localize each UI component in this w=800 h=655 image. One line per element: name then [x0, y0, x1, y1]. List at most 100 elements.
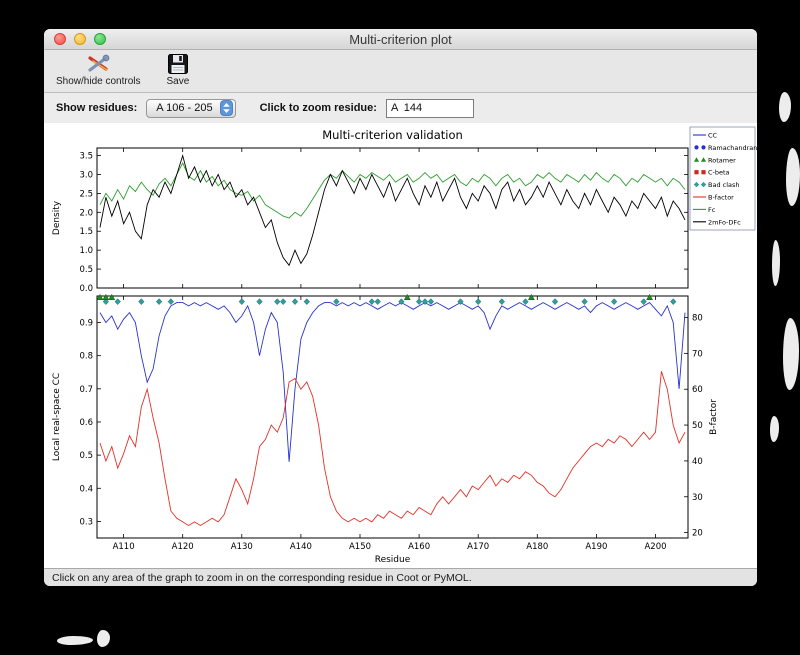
svg-text:0.6: 0.6 [79, 418, 93, 428]
zoom-residue-input[interactable] [385, 98, 474, 118]
svg-text:A180: A180 [526, 542, 548, 552]
rotamer-marker [403, 293, 411, 300]
svg-text:Bad clash: Bad clash [708, 181, 740, 189]
screen-artifact [786, 148, 800, 206]
status-bar: Click on any area of the graph to zoom i… [44, 568, 757, 586]
legend: CC Ramachandran Rotamer C-beta Bad clash B-fa… [689, 126, 757, 231]
svg-text:20: 20 [692, 529, 703, 539]
svg-text:1.5: 1.5 [79, 227, 93, 237]
svg-text:A150: A150 [349, 542, 371, 552]
svg-text:A110: A110 [113, 542, 135, 552]
screen-artifact [783, 318, 799, 390]
save-icon [167, 54, 188, 74]
svg-text:0.8: 0.8 [79, 352, 93, 362]
svg-text:2.0: 2.0 [79, 208, 93, 218]
show-hide-controls-label: Show/hide controls [56, 76, 141, 87]
bad-clash-marker [291, 298, 299, 306]
stepper-icon [219, 100, 233, 116]
svg-text:A170: A170 [467, 542, 489, 552]
svg-text:A130: A130 [231, 542, 253, 552]
close-button[interactable] [54, 33, 66, 45]
screen-artifact [97, 630, 110, 647]
svg-text:A160: A160 [408, 542, 430, 552]
save-button[interactable]: Save [166, 53, 190, 87]
residue-axis-label: Residue [375, 555, 411, 565]
screen-artifact [779, 92, 791, 122]
screen-artifact [772, 240, 780, 286]
titlebar[interactable]: Multi-criterion plot [44, 29, 757, 50]
bad-clash-marker [670, 298, 677, 306]
bfactor-axis-label: B-factor [709, 399, 719, 435]
toolbar: Show/hide controls Save [44, 50, 757, 93]
screen-artifact [770, 416, 779, 442]
bad-clash-marker [522, 298, 529, 306]
series-2mFo-DFc [99, 153, 686, 267]
plot-area[interactable]: Multi-criterion validation 0.0 0.5 1.0 1.5 2.… [44, 123, 757, 568]
top-axes[interactable]: 0.0 0.5 1.0 1.5 2.0 2.5 3.0 3.5 [79, 147, 689, 294]
zoom-residue-label: Click to zoom residue: [259, 102, 377, 114]
bad-clash-marker [581, 298, 588, 306]
svg-text:0.9: 0.9 [79, 319, 93, 329]
svg-text:50: 50 [692, 421, 703, 431]
svg-text:A120: A120 [172, 542, 194, 552]
svg-text:C-beta: C-beta [708, 169, 730, 177]
bad-clash-marker [114, 298, 121, 306]
screen-artifact [57, 636, 93, 645]
svg-text:0.3: 0.3 [79, 517, 93, 527]
bad-clash-marker [274, 298, 281, 306]
svg-text:70: 70 [692, 349, 703, 359]
status-text: Click on any area of the graph to zoom i… [52, 571, 472, 584]
chart-title: Multi-criterion validation [322, 128, 463, 142]
show-hide-controls-button[interactable]: Show/hide controls [56, 53, 141, 87]
rotamer-marker [527, 293, 535, 300]
app-window: Multi-criterion plot Show/hide controls [44, 29, 757, 586]
bad-clash-marker [427, 298, 435, 306]
svg-text:0.5: 0.5 [79, 265, 93, 275]
svg-text:3.0: 3.0 [79, 170, 93, 180]
svg-text:A140: A140 [290, 542, 312, 552]
bad-clash-marker [138, 298, 145, 306]
density-axis-label: Density [52, 200, 62, 235]
series-B-factor [99, 371, 686, 527]
minimize-button[interactable] [74, 33, 86, 45]
bad-clash-marker [475, 298, 482, 306]
bad-clash-marker [610, 298, 618, 306]
controls-bar: Show residues: A 106 - 205 Click to zoom… [44, 93, 757, 123]
svg-text:0.0: 0.0 [79, 284, 93, 294]
rotamer-marker [102, 293, 110, 300]
residue-range-select[interactable]: A 106 - 205 [146, 98, 236, 118]
rotamer-marker [108, 293, 116, 300]
svg-text:3.5: 3.5 [79, 152, 93, 162]
bottom-axes[interactable]: 0.3 0.4 0.5 0.6 0.7 0.8 0.9 20 30 40 50 60 70 80 A110 A… [79, 293, 703, 552]
bad-clash-marker [551, 298, 559, 306]
bad-clash-marker [303, 298, 310, 306]
svg-text:40: 40 [692, 457, 703, 467]
bad-clash-marker [415, 298, 423, 306]
svg-text:Rotamer: Rotamer [708, 156, 736, 164]
svg-text:2.5: 2.5 [79, 189, 93, 199]
svg-text:B-factor: B-factor [708, 194, 734, 202]
bad-clash-marker [333, 298, 340, 306]
svg-text:30: 30 [692, 493, 703, 503]
save-label: Save [166, 76, 190, 87]
svg-text:0.7: 0.7 [79, 385, 93, 395]
svg-text:80: 80 [692, 314, 703, 324]
bad-clash-marker [498, 298, 505, 306]
svg-text:0.5: 0.5 [79, 451, 93, 461]
bad-clash-marker [280, 298, 287, 306]
show-residues-label: Show residues: [56, 102, 138, 114]
rotamer-marker [646, 293, 654, 300]
bad-clash-marker [398, 298, 405, 306]
svg-text:Fc: Fc [708, 206, 716, 214]
bad-clash-marker [102, 298, 110, 306]
bad-clash-marker [457, 298, 464, 306]
svg-text:A200: A200 [644, 542, 666, 552]
tools-icon [88, 54, 110, 72]
multi-criterion-chart[interactable]: Multi-criterion validation 0.0 0.5 1.0 1.5 2.… [44, 123, 757, 568]
zoom-button[interactable] [94, 33, 106, 45]
svg-text:2mFo-DFc: 2mFo-DFc [708, 218, 741, 226]
bad-clash-marker [368, 298, 375, 306]
bad-clash-marker [238, 298, 245, 306]
residue-range-value: A 106 - 205 [156, 102, 213, 114]
